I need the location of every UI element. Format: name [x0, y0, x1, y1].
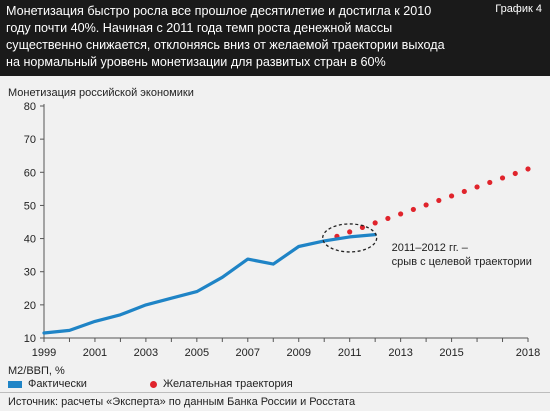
x-tick-label: 1999: [32, 347, 56, 359]
source-note: Источник: расчеты «Эксперта» по данным Б…: [8, 396, 356, 408]
x-tick-label: 2003: [134, 347, 158, 359]
target-point: [448, 193, 455, 199]
legend-swatch-actual: [8, 380, 22, 388]
footer: Источник: расчеты «Эксперта» по данным Б…: [0, 392, 550, 411]
annotation-text-line2: срыв с целевой траектории: [392, 256, 532, 268]
x-tick-label: 2005: [185, 347, 209, 359]
line-chart: Монетизация российской экономики 10 20 30 4…: [8, 87, 540, 377]
y-tick-label: 80: [24, 101, 36, 113]
legend-item-actual: Фактически: [8, 378, 87, 390]
x-tick-label: 2018: [516, 347, 540, 359]
target-point: [436, 197, 442, 204]
target-point: [461, 188, 467, 195]
y-tick-label: 50: [24, 200, 36, 212]
y-tick-label: 30: [24, 267, 36, 279]
annotation-text-line1: 2011–2012 гг. –: [392, 242, 469, 254]
actual-series-line: [42, 233, 377, 335]
x-tick-label: 2009: [286, 347, 310, 359]
y-tick-label: 10: [24, 333, 36, 345]
target-point: [385, 215, 391, 222]
target-point: [512, 170, 518, 177]
headline: Монетизация быстро росла все прошлое дес…: [6, 4, 445, 69]
x-tick-label: 2011: [338, 347, 362, 359]
x-axis: 1999 2001 2003 2005 2007 2009 2011 2013 2015 2018: [32, 337, 540, 359]
y-tick-label: 40: [24, 234, 36, 246]
y-tick-label: 70: [24, 134, 36, 146]
y-tick-label: 60: [24, 167, 36, 179]
y-axis: 10 20 30 40 50 60 70 80: [24, 101, 45, 345]
legend-label-actual: Фактически: [28, 378, 87, 390]
x-tick-label: 2015: [439, 347, 463, 359]
annotation-ellipse: [322, 223, 378, 253]
target-point: [398, 211, 404, 217]
x-tick-label: 2013: [388, 347, 412, 359]
target-point: [410, 206, 416, 213]
target-point: [347, 229, 353, 235]
annotation: 2011–2012 гг. – срыв с целевой траектори…: [322, 223, 532, 268]
legend-swatch-target: [150, 380, 157, 388]
target-point: [423, 202, 429, 208]
x-tick-label: 2001: [83, 347, 107, 359]
chart-title: Монетизация российской экономики: [8, 87, 194, 99]
x-axis-label: М2/ВВП, %: [8, 365, 65, 377]
plot-area: [42, 166, 531, 335]
x-tick-label: 2007: [236, 347, 260, 359]
legend-label-target: Желательная траектория: [163, 378, 293, 390]
target-point: [474, 184, 480, 190]
chart-number-tag: График 4: [495, 3, 542, 15]
target-point: [487, 179, 493, 186]
legend-item-target: Желательная траектория: [150, 378, 293, 390]
target-point: [499, 175, 506, 181]
y-tick-label: 20: [24, 300, 36, 312]
header-bar: Монетизация быстро росла все прошлое дес…: [0, 0, 550, 76]
target-point: [372, 220, 378, 226]
target-point: [525, 166, 531, 172]
